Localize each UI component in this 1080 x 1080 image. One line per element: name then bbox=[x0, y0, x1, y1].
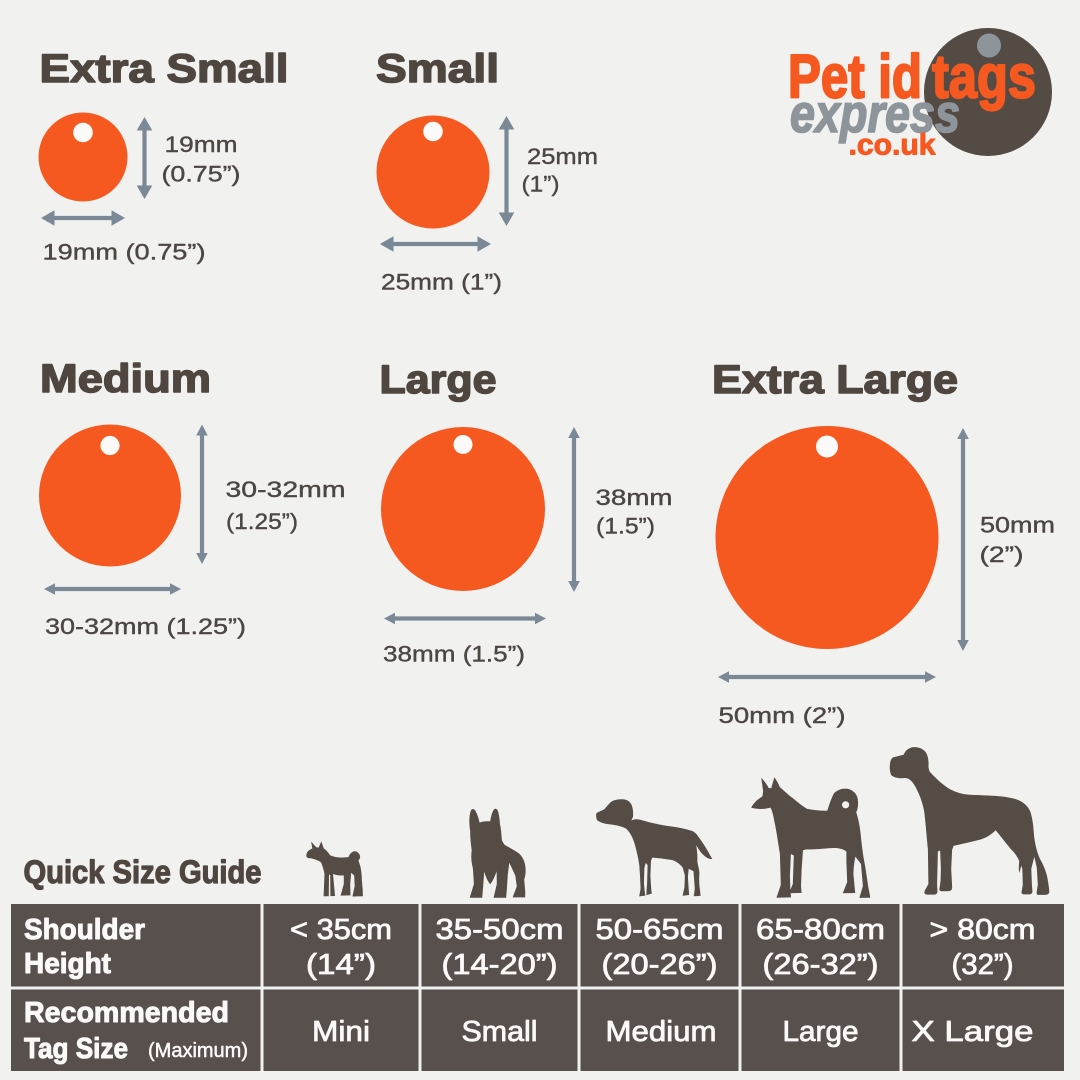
svg-text:Quick Size Guide: Quick Size Guide bbox=[24, 854, 262, 890]
svg-text:(0.75”): (0.75”) bbox=[162, 162, 241, 187]
svg-text:(14-20”): (14-20”) bbox=[442, 949, 558, 981]
svg-text:tags: tags bbox=[932, 43, 1036, 111]
svg-text:30-32mm (1.25”): 30-32mm (1.25”) bbox=[45, 614, 246, 639]
svg-text:Medium: Medium bbox=[606, 1016, 717, 1048]
svg-text:.co.uk: .co.uk bbox=[849, 129, 936, 162]
svg-text:65-80cm: 65-80cm bbox=[756, 914, 885, 946]
svg-text:Recommended: Recommended bbox=[24, 997, 229, 1029]
svg-text:Medium: Medium bbox=[40, 357, 211, 401]
svg-text:Shoulder: Shoulder bbox=[24, 914, 145, 946]
svg-text:25mm: 25mm bbox=[527, 144, 598, 169]
svg-text:< 35cm: < 35cm bbox=[290, 914, 392, 946]
svg-text:Large: Large bbox=[783, 1016, 859, 1048]
svg-text:50-65cm: 50-65cm bbox=[596, 914, 724, 946]
svg-text:38mm: 38mm bbox=[596, 485, 673, 510]
svg-text:38mm (1.5”): 38mm (1.5”) bbox=[383, 642, 525, 667]
svg-text:30-32mm: 30-32mm bbox=[226, 477, 346, 502]
svg-text:Extra Small: Extra Small bbox=[40, 47, 289, 91]
svg-text:(2”): (2”) bbox=[980, 542, 1024, 567]
svg-text:(1.5”): (1.5”) bbox=[596, 514, 655, 539]
svg-text:Small: Small bbox=[462, 1016, 538, 1048]
svg-text:Large: Large bbox=[380, 358, 497, 402]
svg-text:(20-26”): (20-26”) bbox=[602, 949, 718, 981]
svg-text:express: express bbox=[790, 84, 960, 144]
svg-text:25mm (1”): 25mm (1”) bbox=[381, 270, 502, 295]
svg-text:Height: Height bbox=[24, 948, 111, 980]
svg-text:> 80cm: > 80cm bbox=[930, 914, 1036, 946]
svg-text:50mm (2”): 50mm (2”) bbox=[719, 703, 846, 728]
svg-text:Tag Size: Tag Size bbox=[24, 1033, 128, 1065]
svg-text:(1”): (1”) bbox=[522, 172, 560, 197]
svg-text:(26-32”): (26-32”) bbox=[763, 949, 879, 981]
svg-text:50mm: 50mm bbox=[980, 513, 1055, 538]
svg-text:X Large: X Large bbox=[912, 1016, 1034, 1048]
svg-text:Pet id: Pet id bbox=[788, 43, 922, 111]
svg-text:(14”): (14”) bbox=[306, 949, 376, 981]
svg-text:(32”): (32”) bbox=[952, 949, 1014, 981]
svg-text:Small: Small bbox=[376, 47, 499, 91]
svg-text:Mini: Mini bbox=[312, 1016, 370, 1048]
svg-text:35-50cm: 35-50cm bbox=[436, 914, 564, 946]
svg-text:Extra Large: Extra Large bbox=[712, 358, 958, 402]
svg-text:(1.25”): (1.25”) bbox=[226, 509, 298, 534]
svg-text:19mm (0.75”): 19mm (0.75”) bbox=[43, 240, 206, 265]
svg-text:(Maximum): (Maximum) bbox=[148, 1040, 248, 1062]
svg-text:19mm: 19mm bbox=[165, 132, 238, 157]
